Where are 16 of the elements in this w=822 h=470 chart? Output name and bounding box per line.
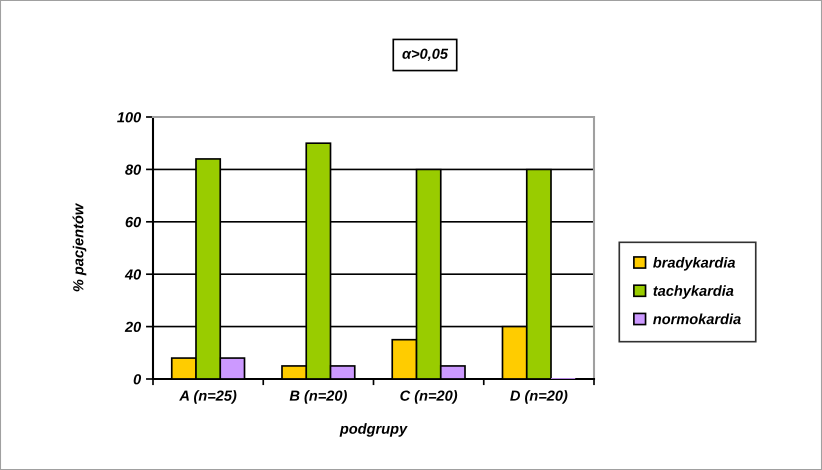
- y-tick-label: 40: [124, 269, 142, 280]
- x-tick-label: B (n=20): [290, 390, 347, 404]
- y-tick-label: 100: [117, 112, 142, 122]
- x-tick-label: C (n=20): [400, 390, 458, 404]
- legend-label: normokardia: [653, 313, 741, 324]
- y-tick-label: 80: [125, 164, 142, 175]
- y-axis-title: % pacjentów: [72, 203, 86, 292]
- legend-label: bradykardia: [653, 256, 736, 271]
- x-axis-title: podgrupy: [340, 423, 408, 437]
- chart-title: α>0,05: [402, 48, 448, 62]
- legend-label: tachykardia: [653, 285, 734, 299]
- y-tick-label: 20: [124, 322, 142, 332]
- x-tick-label: D (n=20): [510, 390, 568, 404]
- y-tick-label: 60: [126, 216, 142, 228]
- y-tick-label: 0: [134, 374, 142, 384]
- x-tick-label: A (n=25): [179, 390, 236, 404]
